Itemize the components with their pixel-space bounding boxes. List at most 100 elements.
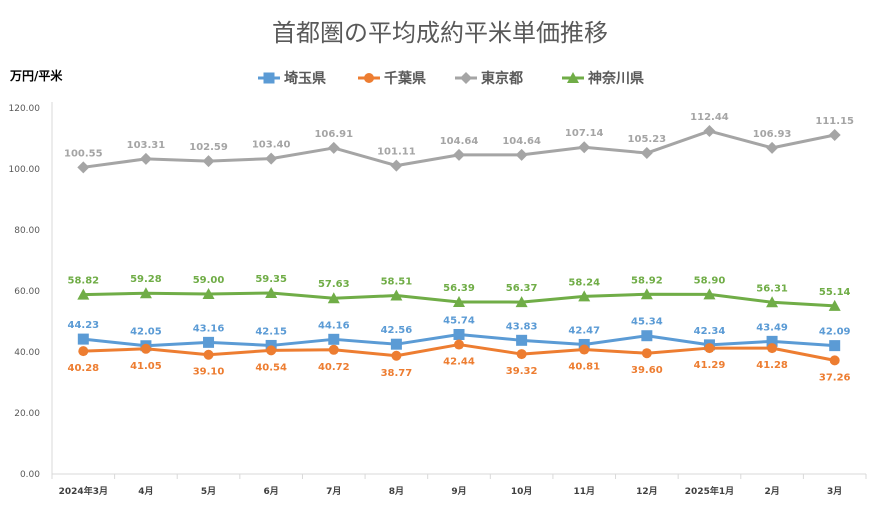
data-label: 40.28: [67, 363, 99, 374]
data-label: 45.74: [443, 315, 475, 326]
legend-item: 神奈川県: [562, 70, 644, 87]
y-tick-label: 100.00: [9, 165, 41, 175]
data-point-marker: [202, 288, 215, 300]
legend-label: 東京都: [481, 70, 523, 87]
data-point-marker: [139, 152, 152, 165]
data-point-marker: [327, 292, 340, 304]
series-2: 40.28 41.05 39.10 40.54 40.72 38.77 42.44 39.32…: [67, 339, 851, 383]
data-point-marker: [328, 344, 339, 355]
legend-item: 千葉県: [358, 70, 426, 87]
data-label: 59.28: [130, 274, 162, 285]
y-tick-label: 0.00: [20, 470, 40, 480]
data-label: 39.10: [193, 367, 225, 378]
legend-item: 埼玉県: [258, 70, 326, 87]
x-tick-label: 5月: [201, 486, 216, 497]
data-label: 56.39: [443, 283, 475, 294]
x-tick-label: 9月: [451, 486, 466, 497]
data-label: 59.00: [193, 275, 225, 286]
data-point-marker: [391, 350, 402, 361]
data-point-marker: [77, 288, 90, 300]
data-point-marker: [766, 296, 779, 308]
data-label: 56.37: [506, 283, 538, 294]
data-label: 44.23: [67, 320, 99, 331]
data-label: 104.64: [502, 136, 541, 147]
data-label: 42.44: [443, 357, 475, 368]
data-point-marker: [829, 355, 840, 366]
data-label: 39.60: [631, 365, 663, 376]
data-point-marker: [266, 345, 277, 356]
data-label: 103.31: [127, 140, 166, 151]
x-tick-label: 2月: [764, 486, 779, 497]
data-label: 57.63: [318, 279, 350, 290]
data-point-marker: [454, 339, 464, 350]
data-point-marker: [453, 328, 465, 340]
data-point-marker: [390, 159, 403, 172]
data-label: 40.54: [255, 362, 287, 373]
data-point-marker: [641, 330, 653, 342]
data-point-marker: [203, 349, 214, 360]
data-label: 41.28: [756, 360, 788, 371]
data-label: 37.26: [819, 372, 851, 383]
data-label: 56.31: [756, 283, 788, 294]
data-point-marker: [203, 336, 215, 348]
data-label: 42.56: [381, 325, 413, 336]
data-point-marker: [703, 125, 716, 138]
data-point-marker: [77, 161, 90, 174]
data-point-marker: [828, 128, 841, 141]
data-point-marker: [390, 338, 402, 350]
legend-label: 千葉県: [384, 70, 426, 87]
legend-marker-swatch: [567, 72, 579, 83]
data-point-marker: [578, 141, 591, 154]
legend: 埼玉県 千葉県 東京都 神奈川県: [258, 70, 644, 87]
data-point-marker: [640, 147, 653, 160]
legend-label: 神奈川県: [588, 70, 644, 87]
data-label: 42.47: [568, 325, 600, 336]
x-tick-label: 4月: [138, 486, 153, 497]
data-point-marker: [327, 141, 340, 154]
data-point-marker: [704, 343, 715, 354]
data-label: 43.49: [756, 322, 788, 333]
series-4: 58.82 59.28 59.00 59.35 57.63 58.51 56.39 56.37…: [67, 274, 851, 311]
data-point-marker: [453, 296, 465, 308]
data-point-marker: [265, 286, 278, 298]
x-tick-label: 12月: [636, 486, 658, 497]
data-label: 45.34: [631, 317, 663, 328]
data-point-marker: [78, 346, 89, 357]
y-tick-label: 40.00: [14, 348, 40, 358]
data-point-marker: [766, 335, 778, 347]
data-point-marker: [767, 343, 778, 354]
data-label: 112.44: [690, 112, 729, 123]
data-label: 103.40: [252, 140, 291, 151]
axes: 0.00 20.00 40.00 60.00 80.00 100.00 120.00 2024…: [9, 102, 867, 497]
data-label: 58.82: [67, 276, 99, 287]
data-point-marker: [515, 148, 528, 161]
data-label: 59.35: [255, 274, 287, 285]
x-tick-label: 2024年3月: [59, 485, 108, 497]
data-point-marker: [579, 344, 590, 355]
data-label: 106.93: [753, 129, 792, 140]
x-tick-label: 10月: [511, 486, 533, 497]
data-point-marker: [515, 296, 528, 308]
x-tick-label: 3月: [827, 486, 842, 497]
data-label: 105.23: [628, 134, 667, 145]
data-label: 40.72: [318, 362, 350, 373]
data-point-marker: [265, 152, 278, 165]
legend-label: 埼玉県: [284, 70, 326, 87]
y-axis-unit-label: 万円/平米: [9, 68, 63, 83]
data-label: 101.11: [377, 147, 416, 158]
data-label: 41.05: [130, 361, 162, 372]
x-tick-label: 8月: [389, 486, 404, 497]
data-point-marker: [766, 141, 779, 154]
data-label: 44.16: [318, 320, 350, 331]
y-tick-label: 60.00: [14, 287, 40, 297]
legend-marker-swatch: [263, 72, 275, 84]
data-label: 38.77: [381, 368, 413, 379]
data-label: 107.14: [565, 128, 604, 139]
data-label: 58.24: [568, 277, 600, 288]
data-point-marker: [516, 349, 527, 360]
data-label: 106.91: [314, 129, 353, 140]
data-label: 100.55: [64, 148, 103, 159]
data-point-marker: [390, 289, 403, 301]
x-tick-label: 6月: [264, 486, 279, 497]
